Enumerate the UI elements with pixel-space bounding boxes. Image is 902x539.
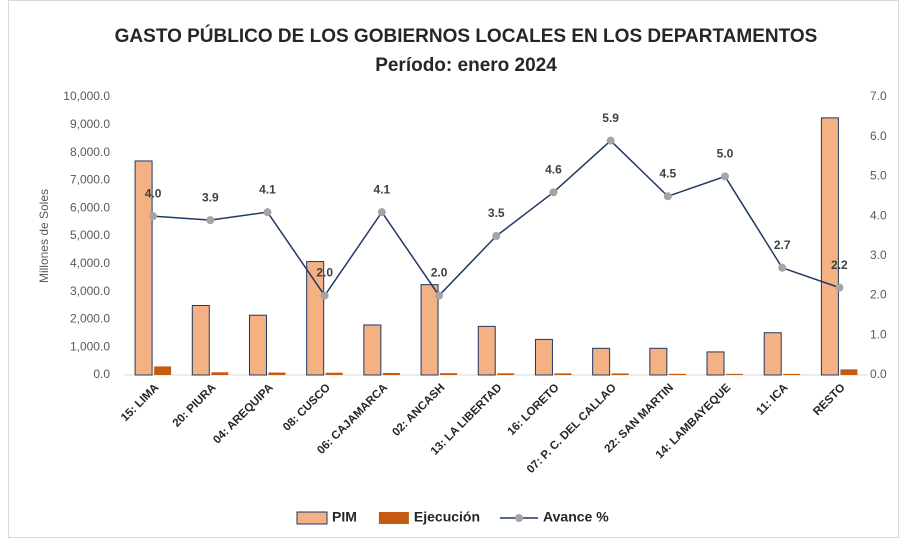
bar xyxy=(477,325,496,376)
y-tick-label: 6,000.0 xyxy=(70,200,110,214)
bar xyxy=(268,372,286,375)
data-label: 2.0 xyxy=(431,266,448,280)
y-tick-label: 5,000.0 xyxy=(70,228,110,242)
bar xyxy=(440,373,458,375)
y2-tick-label: 5.0 xyxy=(870,169,887,183)
data-label: 4.1 xyxy=(259,182,276,196)
legend-label: Ejecución xyxy=(414,509,480,525)
bar xyxy=(211,372,229,375)
bar xyxy=(306,261,325,376)
marker xyxy=(206,216,215,225)
bar xyxy=(554,373,572,375)
marker xyxy=(435,291,444,300)
data-label: 5.9 xyxy=(602,111,619,125)
legend-label: Avance % xyxy=(543,509,609,525)
data-label: 4.0 xyxy=(145,186,162,200)
marker xyxy=(663,192,672,201)
bar xyxy=(134,160,153,376)
bar xyxy=(248,314,267,376)
data-label: 2.7 xyxy=(774,238,791,252)
bar xyxy=(649,347,668,376)
y-tick-label: 3,000.0 xyxy=(70,284,110,298)
y-tick-label: 7,000.0 xyxy=(70,173,110,187)
chart-title: GASTO PÚBLICO DE LOS GOBIERNOS LOCALES E… xyxy=(115,25,818,47)
marker xyxy=(606,136,615,145)
marker xyxy=(778,263,787,272)
legend-label: PIM xyxy=(332,509,357,525)
bar xyxy=(611,373,629,375)
bar xyxy=(191,305,210,376)
legend-swatch xyxy=(296,511,328,525)
marker xyxy=(320,291,329,300)
bar xyxy=(706,351,725,376)
y-tick-label: 1,000.0 xyxy=(70,339,110,353)
chart-subtitle: Período: enero 2024 xyxy=(375,55,557,76)
marker xyxy=(263,208,272,217)
bar xyxy=(592,347,611,376)
bar xyxy=(763,332,782,376)
chart-frame xyxy=(8,0,899,538)
data-label: 4.5 xyxy=(659,166,676,180)
bar xyxy=(497,373,515,375)
y2-tick-label: 7.0 xyxy=(870,89,887,103)
data-label: 3.5 xyxy=(488,206,505,220)
data-label: 2.0 xyxy=(316,266,333,280)
bar xyxy=(840,369,858,375)
bar xyxy=(420,284,439,376)
y-tick-label: 8,000.0 xyxy=(70,145,110,159)
y-tick-label: 0.0 xyxy=(93,367,110,381)
bar xyxy=(325,372,343,375)
y-tick-label: 10,000.0 xyxy=(63,89,110,103)
bar xyxy=(783,373,801,375)
data-label: 5.0 xyxy=(717,147,734,161)
bar xyxy=(668,373,686,375)
y-axis-title: Millones de Soles xyxy=(37,189,51,283)
marker xyxy=(377,208,386,217)
bar xyxy=(382,372,400,375)
data-label: 2.2 xyxy=(831,258,848,272)
marker xyxy=(835,283,844,292)
y2-tick-label: 4.0 xyxy=(870,208,887,222)
y2-tick-label: 6.0 xyxy=(870,129,887,143)
marker xyxy=(149,212,158,221)
y2-tick-label: 0.0 xyxy=(870,367,887,381)
data-label: 4.1 xyxy=(374,182,391,196)
marker xyxy=(492,232,501,240)
data-label: 3.9 xyxy=(202,190,219,204)
y-tick-label: 4,000.0 xyxy=(70,256,110,270)
y-tick-label: 2,000.0 xyxy=(70,312,110,326)
bar xyxy=(154,366,172,375)
marker xyxy=(721,172,730,181)
legend-swatch xyxy=(378,512,409,524)
bar xyxy=(820,117,839,376)
y2-tick-label: 3.0 xyxy=(870,248,887,262)
data-label: 4.6 xyxy=(545,162,562,176)
bar xyxy=(363,324,382,376)
marker xyxy=(549,188,558,197)
bar xyxy=(726,373,744,375)
y-tick-label: 9,000.0 xyxy=(70,117,110,131)
y2-tick-label: 1.0 xyxy=(870,327,887,341)
legend-swatch xyxy=(515,514,524,522)
y2-tick-label: 2.0 xyxy=(870,288,887,302)
bar xyxy=(534,338,553,376)
